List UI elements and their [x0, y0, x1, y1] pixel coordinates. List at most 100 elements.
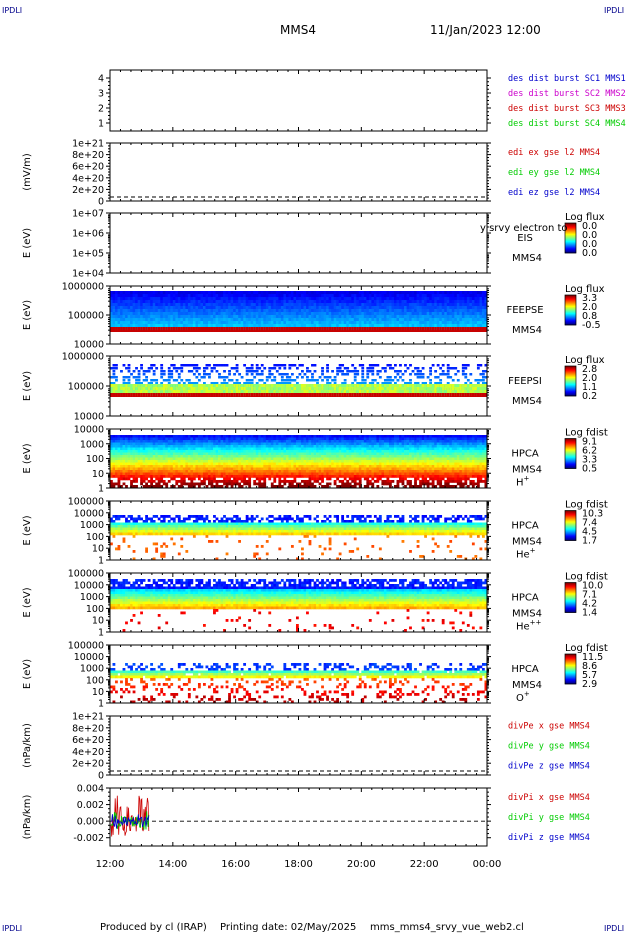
heatmap-cell [142, 465, 146, 468]
heatmap-cell [122, 384, 126, 388]
heatmap-cell [303, 384, 307, 388]
heatmap-cell [132, 467, 136, 471]
heatmap-cell [476, 291, 480, 295]
heatmap-cell [456, 321, 460, 325]
heatmap-cell [245, 303, 249, 307]
heatmap-cell [388, 291, 392, 295]
heatmap-cell [180, 442, 184, 446]
heatmap-cell [218, 300, 221, 304]
heatmap-cell [135, 437, 138, 441]
colorbar-cell [565, 308, 576, 310]
heatmap-cell [316, 294, 320, 298]
heatmap-cell [117, 435, 121, 438]
heatmap-cell [336, 327, 340, 332]
heatmap-cell [466, 390, 470, 394]
heatmap-cell [125, 382, 128, 385]
heatmap-cell [142, 442, 146, 446]
heatmap-cell [283, 379, 287, 382]
heatmap-cell [110, 485, 113, 488]
heatmap-cell [115, 452, 118, 456]
heatmap-cell [167, 435, 171, 438]
heatmap-cell [469, 382, 473, 385]
heatmap-cell [255, 312, 259, 316]
heatmap-cell [185, 321, 189, 325]
heatmap-cell [253, 303, 257, 307]
heatmap-cell [190, 462, 194, 466]
heatmap-cell [145, 457, 148, 461]
heatmap-cell [333, 297, 337, 301]
heatmap-cell [469, 321, 473, 325]
heatmap-cell [353, 327, 357, 332]
heatmap-cell [132, 455, 136, 458]
heatmap-cell [167, 475, 171, 478]
heatmap-cell [243, 312, 247, 316]
heatmap-cell [110, 452, 113, 456]
heatmap-cell [341, 300, 345, 304]
heatmap-cell [122, 435, 126, 438]
colorbar-cell [565, 317, 576, 319]
legend-entry: des dist burst SC2 MMS2 [508, 89, 626, 99]
heatmap-cell [321, 370, 324, 373]
heatmap-cell [127, 457, 131, 461]
heatmap-cell [283, 294, 287, 298]
heatmap-cell [120, 318, 123, 322]
heatmap-cell [386, 303, 390, 307]
heatmap-cell [285, 300, 289, 304]
heatmap-cell [122, 445, 126, 448]
heatmap-cell [381, 382, 385, 385]
heatmap-cell [177, 470, 181, 473]
colorbar-cell [565, 389, 576, 391]
heatmap-cell [356, 390, 360, 394]
heatmap-cell [147, 291, 151, 295]
heatmap-cell [386, 291, 390, 295]
heatmap-cell [469, 309, 473, 313]
heatmap-cell [180, 312, 184, 316]
heatmap-cell [172, 390, 176, 394]
colorbar-title: Log flux [565, 284, 605, 295]
heatmap-cell [125, 465, 128, 468]
heatmap-cell [150, 452, 154, 456]
heatmap-cell [210, 303, 214, 307]
heatmap-cell [120, 390, 123, 394]
colorbar-cell [565, 248, 576, 250]
heatmap-cell [140, 297, 144, 301]
heatmap-cell [263, 390, 267, 394]
heatmap-cell [399, 324, 402, 328]
heatmap-cell [421, 324, 425, 328]
heatmap-cell [117, 470, 121, 473]
heatmap-cell [386, 312, 390, 316]
heatmap-cell [142, 327, 146, 332]
heatmap-cell [190, 297, 194, 301]
heatmap-cell [180, 294, 184, 298]
heatmap-cell [165, 291, 169, 295]
heatmap-cell [155, 482, 159, 486]
heatmap-cell [225, 315, 229, 319]
heatmap-cell [484, 390, 488, 394]
heatmap-cell [200, 376, 204, 379]
heatmap-cell [401, 303, 405, 307]
heatmap-cell [225, 309, 229, 313]
heatmap-cell [260, 393, 264, 397]
heatmap-cell [268, 306, 272, 310]
heatmap-cell [278, 291, 282, 295]
heatmap-cell [356, 303, 360, 307]
heatmap-cell [311, 303, 314, 307]
heatmap-cell [202, 324, 206, 328]
heatmap-cell [192, 367, 196, 370]
heatmap-cell [243, 364, 247, 367]
heatmap-cell [265, 312, 269, 316]
heatmap-cell [424, 390, 427, 394]
heatmap-cell [155, 300, 159, 304]
heatmap-cell [295, 393, 299, 397]
heatmap-cell [280, 303, 284, 307]
heatmap-cell [273, 318, 277, 322]
heatmap-cell [258, 309, 262, 313]
heatmap-cell [381, 309, 385, 313]
heatmap-cell [240, 312, 244, 316]
heatmap-cell [180, 315, 184, 319]
heatmap-cell [461, 291, 465, 295]
heatmap-cell [155, 442, 159, 446]
heatmap-cell [187, 300, 191, 304]
heatmap-cell [391, 379, 395, 382]
heatmap-cell [484, 364, 488, 367]
